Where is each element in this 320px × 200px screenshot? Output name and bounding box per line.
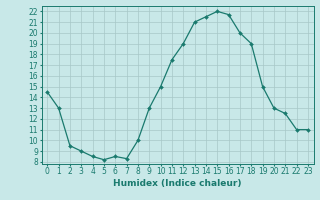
X-axis label: Humidex (Indice chaleur): Humidex (Indice chaleur) bbox=[113, 179, 242, 188]
